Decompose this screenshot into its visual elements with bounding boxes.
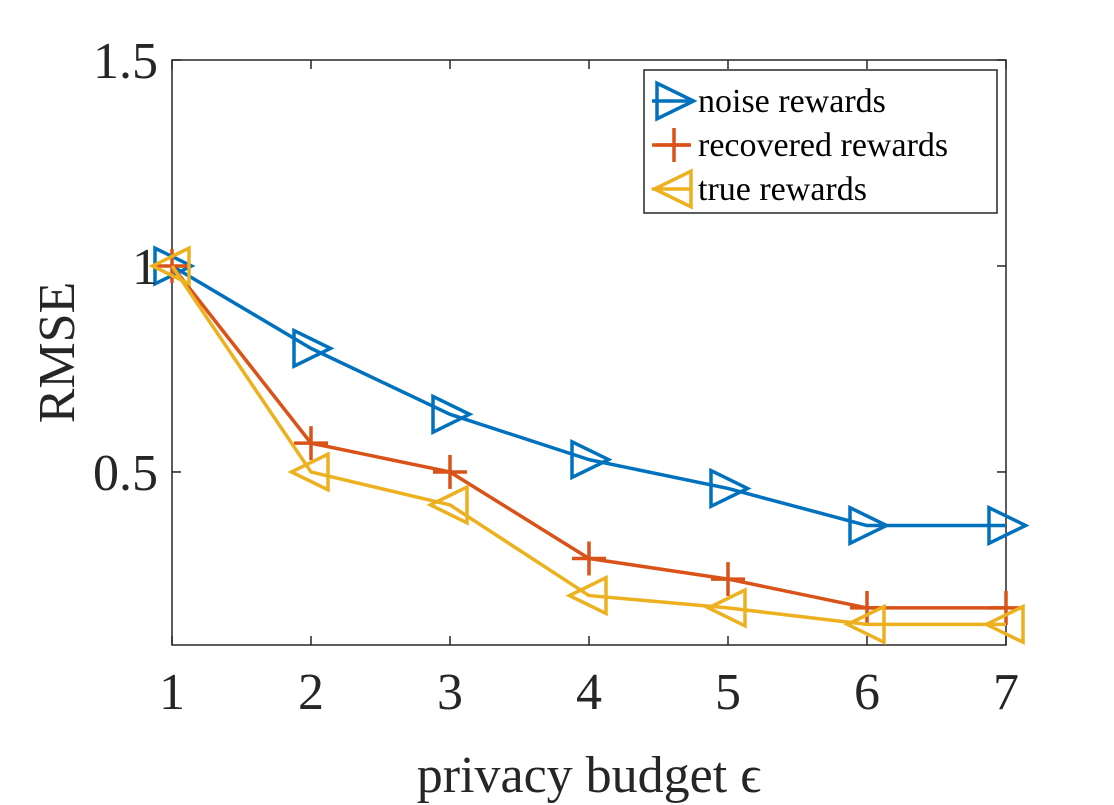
x-tick-label: 4 (576, 664, 602, 721)
series-line (170, 265, 1006, 627)
legend-entry: noise rewards (652, 80, 886, 122)
y-tick-label: 1.5 (93, 33, 158, 90)
x-tick-label: 6 (854, 664, 880, 721)
legend-entry: true rewards (650, 168, 867, 210)
data-point (287, 451, 330, 493)
data-point (570, 438, 613, 481)
data-point (426, 484, 469, 526)
y-axis-title: RMSE (29, 282, 86, 424)
data-point (572, 541, 606, 576)
axis-ticks (171, 59, 1007, 645)
series-layer (148, 245, 1030, 646)
series-recovered-rewards (155, 248, 1023, 625)
data-point (433, 454, 467, 489)
data-point (711, 562, 745, 597)
x-axis-title: privacy budget ϵ (417, 747, 762, 804)
data-point (987, 504, 1030, 547)
tick-labels: 1 2 3 4 5 6 7 0.5 1 1.5 (93, 33, 1019, 721)
data-point (709, 467, 752, 510)
legend-marker (650, 168, 693, 210)
legend-marker (655, 80, 698, 122)
x-tick-label: 5 (715, 664, 741, 721)
legend: noise rewards recovered rewards true rewar… (643, 69, 998, 214)
x-tick-label: 7 (993, 664, 1019, 721)
y-tick-label: 0.5 (93, 445, 158, 502)
x-tick-label: 3 (437, 664, 463, 721)
legend-entry: recovered rewards (652, 127, 948, 164)
legend-box (643, 69, 998, 214)
series-true-rewards (148, 245, 1025, 646)
data-point (565, 574, 608, 617)
y-tick-label: 1 (132, 239, 158, 296)
data-point (294, 426, 328, 461)
data-point (982, 603, 1025, 646)
data-point (292, 327, 335, 370)
data-point (431, 393, 474, 435)
legend-label: noise rewards (698, 83, 886, 120)
legend-label: true rewards (698, 171, 867, 208)
data-point (848, 504, 891, 547)
data-point (843, 603, 886, 646)
legend-label: recovered rewards (698, 127, 948, 164)
x-tick-label: 2 (298, 664, 324, 721)
x-tick-label: 1 (159, 664, 185, 721)
series-line (171, 264, 1006, 528)
data-point (148, 245, 191, 287)
data-point (704, 587, 747, 629)
legend-marker (657, 128, 691, 162)
